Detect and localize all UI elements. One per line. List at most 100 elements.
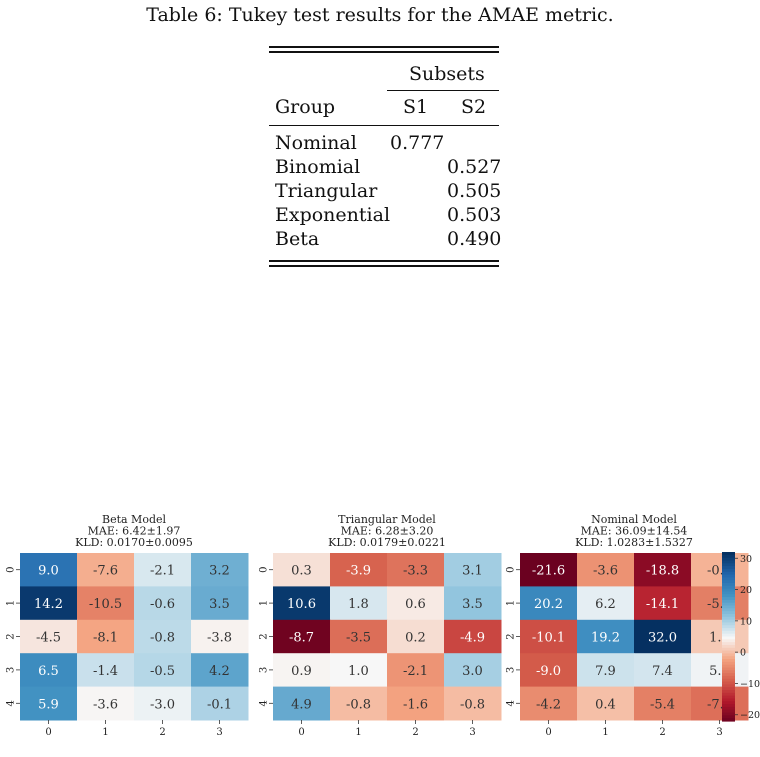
colorbar-segment bbox=[722, 605, 735, 609]
x-tick-label: 2 bbox=[159, 727, 165, 738]
cell-value-label: 3.5 bbox=[209, 597, 230, 612]
x-tick-label: 0 bbox=[545, 727, 551, 738]
group-header: Group bbox=[275, 96, 336, 118]
heatmap-cell bbox=[634, 586, 692, 621]
chart-title: MAE: 6.42±1.97 bbox=[88, 525, 181, 538]
colorbar-segment bbox=[722, 563, 735, 567]
cell-value-label: 7.4 bbox=[652, 664, 673, 679]
colorbar-segment bbox=[722, 571, 735, 576]
colorbar-tick-label: −20 bbox=[740, 710, 760, 721]
cell-value-label: -1.4 bbox=[93, 664, 118, 679]
colorbar-segment bbox=[722, 577, 735, 581]
colorbar-segment bbox=[722, 574, 735, 578]
cell-value-label: -9.0 bbox=[536, 664, 561, 679]
cell-value-label: 3.2 bbox=[209, 564, 230, 579]
colorbar-segment bbox=[722, 625, 735, 629]
heatmap-cell bbox=[520, 686, 578, 721]
colorbar-segment bbox=[722, 653, 735, 657]
x-tick-label: 3 bbox=[716, 727, 722, 738]
colorbar-segment bbox=[722, 644, 735, 649]
heatmap-cell bbox=[387, 653, 445, 688]
colorbar-tick-label: 20 bbox=[740, 585, 752, 596]
cell-value-label: 0.3 bbox=[291, 564, 312, 579]
cell-value-label: -10.5 bbox=[89, 597, 122, 612]
heatmap-cell bbox=[273, 586, 331, 621]
cell-value-label: 3.0 bbox=[462, 664, 483, 679]
s1-header: S1 bbox=[403, 96, 429, 118]
colorbar-segment bbox=[722, 566, 735, 570]
heatmap-cell bbox=[691, 653, 749, 688]
cell-value-label: 0.9 bbox=[291, 664, 312, 679]
heatmap-cell bbox=[330, 653, 388, 688]
colorbar-segment bbox=[722, 678, 735, 683]
heatmap-cell bbox=[387, 686, 445, 721]
heatmap-cell bbox=[520, 553, 578, 587]
colorbar-segment bbox=[722, 594, 735, 598]
colorbar-segment bbox=[722, 667, 735, 671]
colorbar-segment bbox=[722, 675, 735, 680]
colorbar-segment bbox=[722, 597, 735, 601]
colorbar-segment bbox=[722, 670, 735, 674]
cell-value-label: 4.2 bbox=[209, 664, 230, 679]
heatmap-cell bbox=[77, 586, 135, 621]
colorbar-segment bbox=[722, 687, 735, 691]
colorbar-segment bbox=[722, 602, 735, 607]
x-tick-label: 1 bbox=[102, 727, 108, 738]
cell-value-label: 20.2 bbox=[534, 597, 563, 612]
colorbar-segment bbox=[722, 650, 735, 654]
heatmap-cell bbox=[273, 619, 331, 654]
heatmap-cell bbox=[330, 686, 388, 721]
subsets-rule bbox=[387, 90, 499, 91]
chart-title: KLD: 0.0170±0.0095 bbox=[75, 536, 193, 549]
subsets-header: Subsets bbox=[409, 63, 485, 85]
heatmap-cell bbox=[134, 553, 192, 587]
heatmap-cell bbox=[577, 686, 635, 721]
cell-value-label: 6.5 bbox=[38, 664, 59, 679]
colorbar-segment bbox=[722, 659, 735, 663]
cell-value-label: 3.1 bbox=[462, 564, 483, 579]
colorbar-segment bbox=[722, 560, 735, 564]
colorbar-segment bbox=[722, 664, 735, 669]
table-row-s1: 0.777 bbox=[390, 132, 445, 154]
heatmap-cell bbox=[634, 553, 692, 587]
colorbar-segment bbox=[722, 599, 735, 604]
y-tick-label: 4 bbox=[6, 700, 17, 706]
x-tick-label: 0 bbox=[45, 727, 51, 738]
heatmap-cell bbox=[20, 619, 78, 654]
cell-value-label: 32.0 bbox=[648, 631, 677, 646]
x-tick-label: 3 bbox=[216, 727, 222, 738]
cell-value-label: -2.1 bbox=[150, 564, 175, 579]
table-row-s2: 0.505 bbox=[447, 180, 502, 202]
cell-value-label: 6.2 bbox=[595, 597, 616, 612]
heatmap-cell bbox=[191, 653, 249, 688]
colorbar-segment bbox=[722, 695, 735, 700]
cell-value-label: -5.4 bbox=[650, 697, 675, 712]
heatmap-cell bbox=[634, 686, 692, 721]
colorbar-segment bbox=[722, 681, 735, 685]
chart-title: MAE: 36.09±14.54 bbox=[581, 525, 688, 538]
table-caption: Table 6: Tukey test results for the AMAE… bbox=[146, 4, 614, 26]
heatmap-cell bbox=[191, 553, 249, 587]
y-tick-label: 0 bbox=[6, 567, 17, 573]
cell-value-label: -3.8 bbox=[207, 631, 232, 646]
x-tick-label: 2 bbox=[412, 727, 418, 738]
colorbar-segment bbox=[722, 613, 735, 618]
header-rule bbox=[269, 125, 499, 126]
colorbar-segment bbox=[722, 692, 735, 697]
y-tick-label: 4 bbox=[506, 700, 517, 706]
colorbar-segment bbox=[722, 706, 735, 711]
x-tick-label: 3 bbox=[469, 727, 475, 738]
cell-value-label: 14.2 bbox=[34, 597, 63, 612]
heatmap-cell bbox=[77, 653, 135, 688]
chart-title: Nominal Model bbox=[591, 513, 677, 526]
y-tick-label: 1 bbox=[259, 600, 270, 606]
table-row-group: Beta bbox=[275, 228, 320, 250]
colorbar-segment bbox=[722, 715, 735, 719]
cell-value-label: -3.5 bbox=[346, 631, 371, 646]
heatmap-cell bbox=[444, 653, 502, 688]
colorbar-segment bbox=[722, 642, 735, 646]
heatmap-cell bbox=[77, 686, 135, 721]
table-bottom-rule bbox=[269, 260, 499, 262]
chart-title: Beta Model bbox=[102, 513, 167, 526]
colorbar-segment bbox=[722, 619, 735, 624]
